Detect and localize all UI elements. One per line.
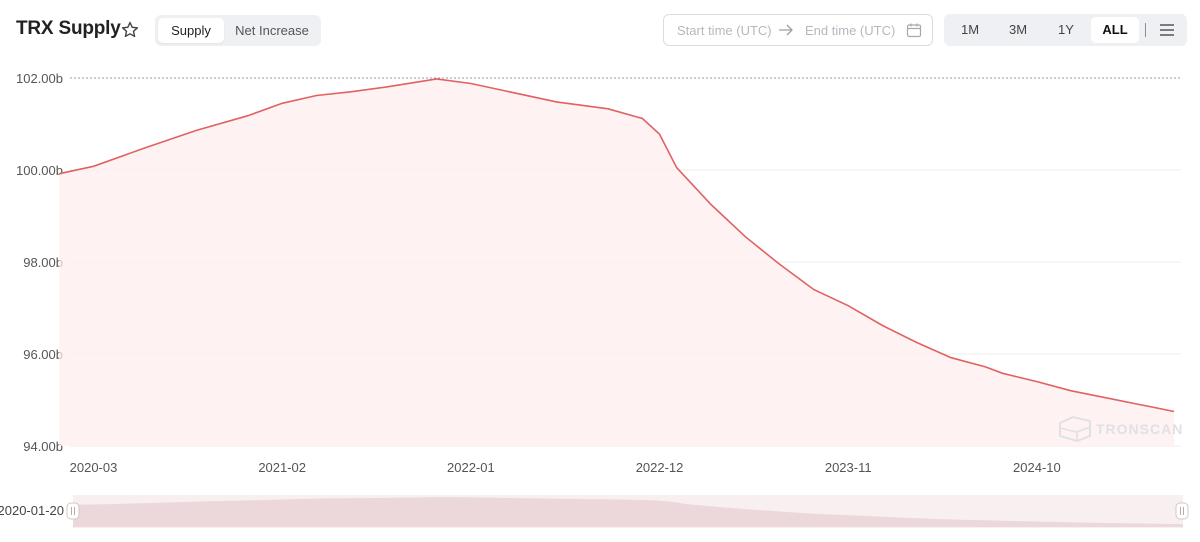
zoom-handle-left[interactable] [66,502,80,520]
x-tick-label: 2022-01 [447,460,495,475]
separator [1145,23,1146,37]
date-range-picker[interactable]: Start time (UTC) End time (UTC) [663,14,933,46]
range-3m-button[interactable]: 3M [1008,22,1028,37]
y-tick-label: 94.00b [23,439,63,454]
chart-type-tabs: Supply Net Increase [155,15,321,46]
y-tick-label: 100.00b [16,163,63,178]
zoom-slider[interactable]: 2020-01-20 [0,495,1189,528]
arrow-right-icon [779,24,793,36]
range-1m-button[interactable]: 1M [960,22,980,37]
time-range-selector: 1M 3M 1Y ALL [944,14,1187,46]
calendar-icon[interactable] [906,22,922,38]
zoom-preview-area [73,497,1183,527]
zoom-handle-right[interactable] [1175,502,1189,520]
series-area [59,78,1175,447]
tab-net-increase[interactable]: Net Increase [235,23,309,38]
range-1y-button[interactable]: 1Y [1058,22,1074,37]
tab-supply[interactable]: Supply [158,18,224,43]
y-axis: 102.00b 100.00b 98.00b 96.00b 94.00b [16,71,63,454]
zoom-start-label: 2020-01-20 [0,503,64,518]
range-all-button[interactable]: ALL [1091,17,1139,43]
end-time-input[interactable]: End time (UTC) [805,23,896,38]
x-tick-label: 2021-02 [258,460,306,475]
watermark-text: TRONSCAN [1096,421,1183,437]
y-tick-label: 102.00b [16,71,63,86]
x-tick-label: 2023-11 [825,460,872,475]
watermark-logo: TRONSCAN [1059,415,1183,443]
start-time-input[interactable]: Start time (UTC) [677,23,772,38]
series-line [59,78,1175,413]
x-axis: 2020-03 2021-02 2022-01 2022-12 2023-11 2024-… [70,460,1061,475]
y-tick-label: 96.00b [23,347,63,362]
favorite-star-icon[interactable] [120,20,140,40]
x-tick-label: 2022-12 [636,460,684,475]
y-tick-label: 98.00b [23,255,63,270]
x-tick-label: 2024-10 [1013,460,1061,475]
grip-icon [1180,507,1184,515]
menu-icon[interactable] [1158,21,1176,39]
grip-icon [71,507,75,515]
x-tick-label: 2020-03 [70,460,118,475]
page-title: TRX Supply [16,18,121,39]
